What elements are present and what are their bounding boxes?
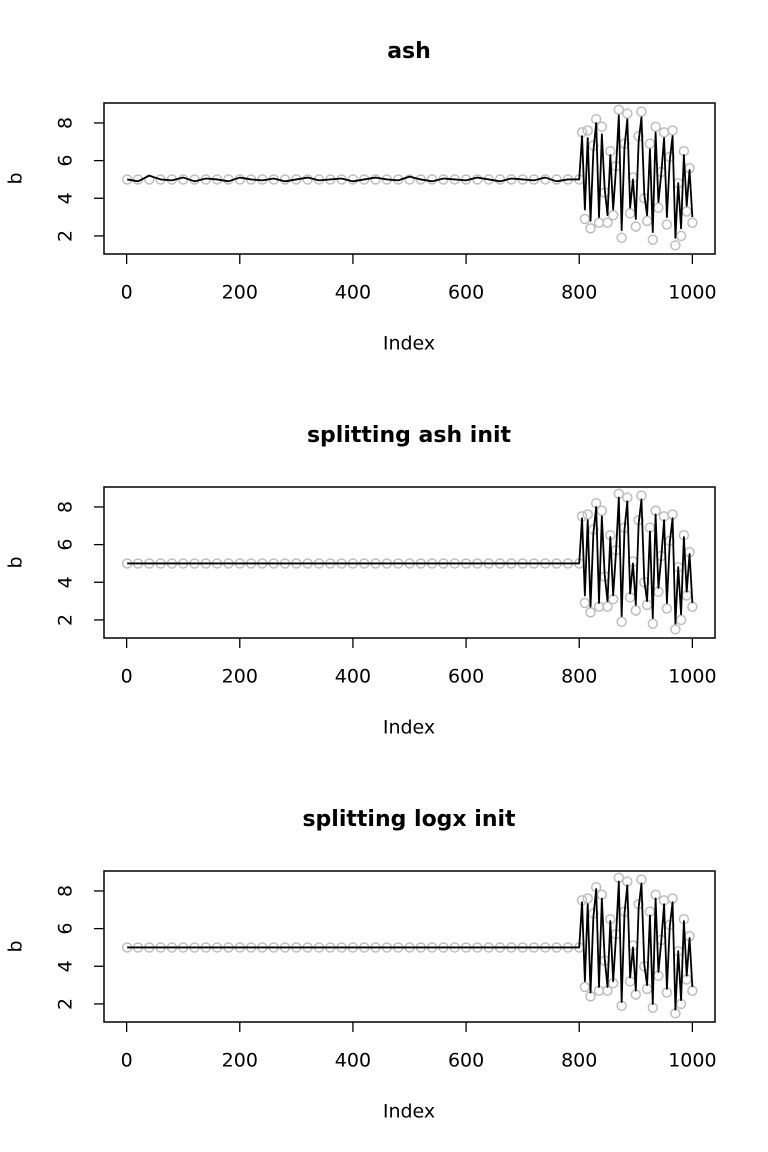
- series-line: [127, 114, 694, 239]
- x-tick-label: 1000: [668, 1050, 716, 1072]
- point: [602, 217, 613, 228]
- point: [630, 221, 642, 232]
- point: [661, 219, 673, 230]
- y-tick-label: 4: [55, 960, 77, 972]
- point: [370, 174, 381, 185]
- point: [494, 174, 506, 185]
- point: [426, 174, 438, 185]
- point: [579, 981, 591, 993]
- x-tick-label: 800: [561, 666, 597, 688]
- chart-title: splitting ash init: [307, 423, 512, 448]
- plot-frame: [103, 486, 716, 639]
- y-tick-label: 6: [55, 155, 77, 167]
- y-tick-label: 8: [55, 501, 77, 513]
- point: [404, 174, 415, 185]
- y-tick-label: 4: [55, 576, 77, 588]
- y-tick-label: 6: [55, 923, 77, 935]
- point: [670, 240, 681, 251]
- point: [302, 174, 313, 185]
- point: [644, 138, 656, 149]
- point: [579, 597, 591, 609]
- x-axis-label: Index: [383, 1101, 435, 1123]
- x-tick-label: 600: [448, 282, 484, 304]
- point: [579, 213, 591, 225]
- y-tick-label: 2: [55, 614, 77, 626]
- x-axis-label: Index: [383, 717, 435, 739]
- point: [650, 121, 661, 132]
- point: [602, 601, 613, 612]
- x-axis-label: Index: [383, 333, 435, 355]
- point: [582, 125, 593, 136]
- point: [624, 208, 636, 219]
- y-tick-label: 4: [55, 192, 77, 204]
- x-tick-label: 400: [335, 282, 371, 304]
- point: [582, 509, 593, 520]
- y-tick-label: 2: [55, 230, 77, 242]
- point: [585, 607, 596, 618]
- point: [630, 605, 642, 616]
- point: [687, 985, 698, 996]
- point: [658, 127, 670, 138]
- point: [647, 618, 659, 629]
- y-axis-label: b: [5, 556, 27, 568]
- x-tick-label: 1000: [668, 282, 716, 304]
- x-tick-label: 400: [335, 1050, 371, 1072]
- point: [607, 209, 619, 221]
- y-tick-label: 2: [55, 998, 77, 1010]
- x-tick-label: 0: [121, 666, 133, 688]
- chart-title: splitting logx init: [302, 807, 516, 832]
- point: [279, 174, 291, 185]
- point: [681, 206, 692, 217]
- chart-title: ash: [387, 39, 431, 64]
- point: [472, 174, 483, 185]
- point: [661, 603, 673, 614]
- point: [596, 121, 608, 132]
- y-axis-label: b: [5, 940, 27, 952]
- point: [347, 174, 359, 185]
- x-tick-label: 0: [121, 282, 133, 304]
- x-tick-label: 200: [222, 282, 258, 304]
- plot-frame: [103, 870, 716, 1023]
- point: [675, 230, 687, 242]
- x-tick-label: 0: [121, 1050, 133, 1072]
- y-tick-label: 8: [55, 885, 77, 897]
- point: [647, 234, 659, 245]
- x-tick-label: 800: [561, 1050, 597, 1072]
- y-axis-label: b: [5, 172, 27, 184]
- point: [622, 108, 633, 119]
- point: [667, 125, 678, 136]
- x-tick-label: 800: [561, 282, 597, 304]
- point: [596, 505, 608, 516]
- x-tick-label: 600: [448, 666, 484, 688]
- point: [675, 614, 687, 626]
- point: [582, 893, 593, 904]
- point: [670, 624, 681, 635]
- point: [616, 616, 627, 628]
- x-tick-label: 400: [335, 666, 371, 688]
- x-tick-label: 200: [222, 666, 258, 688]
- point: [593, 217, 605, 228]
- point: [585, 223, 596, 234]
- point: [613, 104, 625, 116]
- point: [636, 106, 647, 117]
- y-tick-label: 6: [55, 539, 77, 551]
- x-tick-label: 200: [222, 1050, 258, 1072]
- x-tick-label: 600: [448, 1050, 484, 1072]
- point: [653, 202, 664, 213]
- point: [687, 601, 698, 612]
- x-tick-label: 1000: [668, 666, 716, 688]
- point: [616, 232, 627, 244]
- point: [641, 215, 653, 227]
- plot-frame: [103, 102, 716, 255]
- series-line: [127, 496, 694, 625]
- series-line: [127, 880, 694, 1011]
- y-tick-label: 8: [55, 117, 77, 129]
- point: [687, 217, 698, 228]
